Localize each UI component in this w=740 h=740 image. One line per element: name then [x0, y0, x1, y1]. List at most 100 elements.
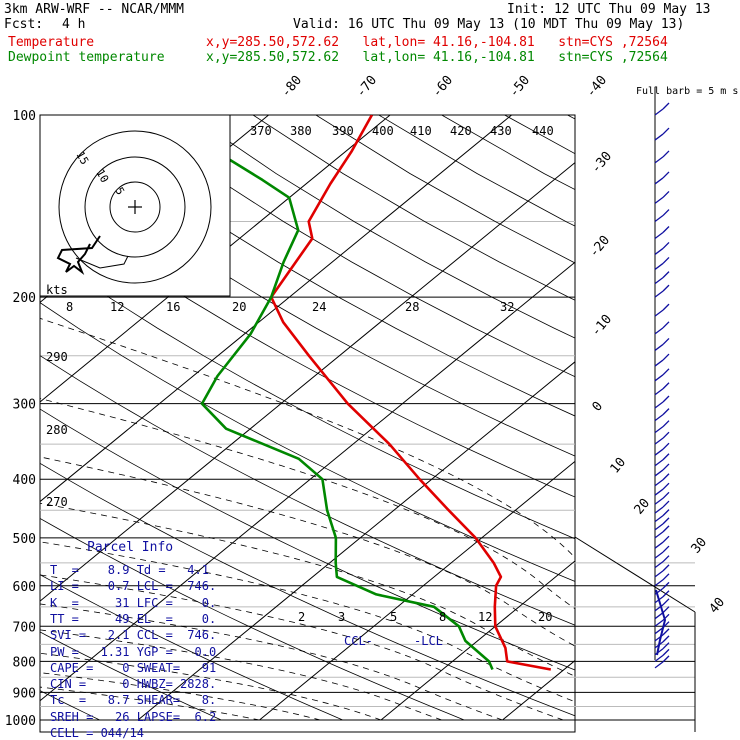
isotherm-line: [137, 361, 575, 721]
dry-adiabat: [504, 115, 575, 155]
wind-barb: [654, 388, 664, 396]
dry-adiabat: [40, 408, 575, 671]
hodograph-speed-label: 24: [312, 300, 326, 314]
wind-barb: [654, 277, 664, 285]
model-title: 3km ARW-WRF -- NCAR/MMM: [4, 2, 185, 17]
wind-barb: [654, 414, 664, 422]
wind-barb: [654, 156, 664, 164]
forecast-label: Fcst:: [4, 17, 44, 32]
wind-barb: [654, 479, 664, 487]
theta-label: 390: [332, 124, 354, 138]
wind-barb-flag: [662, 102, 670, 110]
parcel-info-row: SVI = 2.1 CCL = 746.: [50, 628, 217, 643]
temperature-profile: [269, 115, 552, 671]
dry-adiabat: [693, 115, 740, 720]
wind-barb-flag: [662, 353, 670, 361]
parcel-info-row: LI = 0.7 LCL = 746.: [50, 579, 217, 594]
wind-barb: [654, 619, 664, 627]
wind-barb-flag: [662, 190, 670, 198]
isotherm-label: -50: [507, 73, 534, 101]
wind-barb: [654, 290, 664, 298]
dry-adiabat: [378, 115, 575, 227]
isotherm-label: -70: [354, 73, 381, 101]
dry-adiabat: [40, 302, 575, 582]
wind-barb-flag: [662, 628, 670, 636]
wind-barb-flag: [662, 321, 670, 329]
wind-barb-flag: [662, 395, 670, 403]
lower-panel-edge: [574, 536, 696, 613]
hodograph-speed-label: 12: [110, 300, 124, 314]
theta-label: 380: [290, 124, 312, 138]
wind-barb-legend: Full barb = 5 m s-1: [636, 86, 740, 97]
wind-barb-flag: [662, 420, 670, 428]
isotherm-line: [40, 115, 391, 403]
isotherm-label: -20: [587, 233, 614, 261]
theta-label: 290: [46, 350, 68, 364]
moist-adiabat: [40, 541, 575, 703]
wind-barb: [654, 309, 664, 317]
wind-barb: [654, 426, 664, 434]
isotherm-label: 10: [608, 455, 630, 477]
theta-label: 400: [372, 124, 394, 138]
wind-barb-flag: [662, 337, 670, 345]
wind-barb-flag: [662, 453, 670, 461]
wind-barb-flag: [662, 509, 670, 517]
theta-label: 370: [250, 124, 272, 138]
wind-barb-flag: [662, 127, 670, 135]
moist-adiabat: [40, 398, 575, 610]
pressure-tick-label: 1000: [5, 714, 36, 729]
wind-barb: [654, 177, 664, 185]
wind-barb: [654, 343, 664, 351]
wind-barb-flag: [662, 431, 670, 439]
temperature-legend-info: x,y=285.50,572.62 lat,lon= 41.16,-104.81…: [206, 35, 668, 50]
wind-barb-flag: [662, 368, 670, 376]
wind-barb: [654, 374, 664, 382]
wind-barb: [654, 506, 664, 514]
wind-barb-flag: [662, 500, 670, 508]
pressure-tick-label: 600: [13, 580, 36, 595]
dry-adiabat: [40, 355, 575, 626]
parcel-info-row: PW = 1.31 YGP = 0.0: [50, 644, 217, 659]
wind-barb: [654, 108, 664, 116]
parcel-info-row: CELL = 044/14: [50, 726, 144, 740]
dry-adiabat: [567, 115, 575, 120]
wind-barbs: [654, 102, 670, 669]
wind-barb: [654, 448, 664, 456]
isotherm-label: -40: [584, 73, 611, 101]
wind-barb-flag: [662, 573, 670, 581]
wind-barb-flag: [662, 535, 670, 543]
isotherm-line: [40, 161, 575, 602]
mixing-ratio-label: 8: [439, 610, 446, 624]
wind-barb: [654, 661, 664, 669]
wind-barb: [654, 215, 664, 223]
theta-label: 430: [490, 124, 512, 138]
hodograph-speed-label: 20: [232, 300, 246, 314]
wind-barb-flag: [662, 598, 670, 606]
dry-adiabat: [40, 517, 465, 721]
wind-barb: [654, 579, 664, 587]
wind-barb: [654, 515, 664, 523]
pressure-tick-label: 300: [13, 398, 36, 413]
wind-barb-flag: [662, 635, 670, 643]
wind-barb: [654, 654, 664, 662]
isotherm-line: [502, 659, 575, 721]
parcel-info-row: SREH = 26 LAPSE= 6.2: [50, 709, 217, 724]
wind-barb-flag: [662, 442, 670, 450]
isotherm-label: -60: [430, 73, 457, 101]
wind-barb: [654, 262, 664, 270]
moist-adiabat: [40, 574, 564, 721]
wind-barb-flag: [662, 209, 670, 216]
wind-barb: [654, 437, 664, 445]
wind-barb-flag: [662, 655, 670, 663]
wind-barb-flag: [662, 256, 670, 264]
wind-barb: [654, 459, 664, 467]
forecast-value: 4 h: [62, 17, 86, 32]
isotherm-label: 20: [632, 496, 654, 518]
wind-barb-flag: [662, 463, 670, 471]
dry-adiabat: [40, 145, 575, 457]
wind-barb-flag: [662, 606, 670, 614]
wind-barb-flag: [662, 581, 670, 589]
wind-barb: [654, 531, 664, 539]
